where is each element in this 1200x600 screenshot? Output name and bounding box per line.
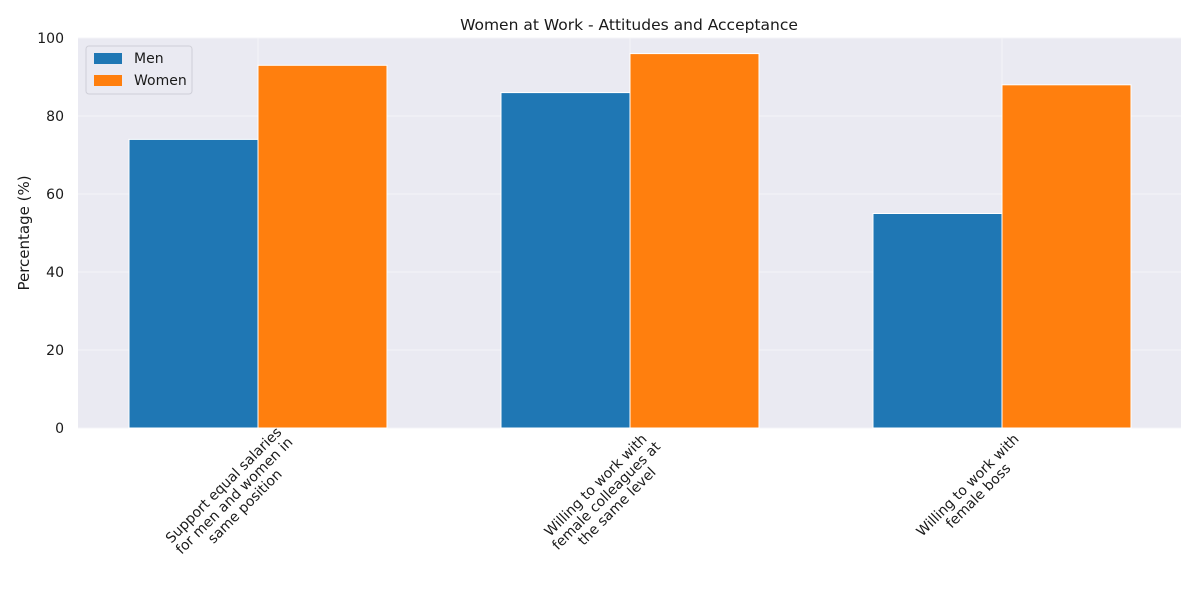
legend-swatch-men (94, 53, 122, 64)
y-tick-label: 100 (37, 31, 64, 47)
bar-men-2 (872, 213, 1003, 429)
y-tick-label: 0 (55, 421, 64, 437)
x-tick-label: Support equal salariesfor men and women … (162, 424, 307, 569)
bar-women-0 (257, 64, 388, 429)
y-axis-ticks: 0 20 40 60 80 100 (37, 31, 64, 437)
legend-swatch-women (94, 75, 122, 86)
legend-label-women: Women (134, 73, 187, 89)
y-axis-label: Percentage (%) (15, 175, 33, 290)
x-tick-label: Willing to work withfemale colleagues at… (539, 428, 675, 564)
bar-men-1 (500, 92, 631, 429)
legend: Men Women (85, 45, 193, 95)
y-tick-label: 80 (46, 109, 64, 125)
x-axis-ticks: Support equal salariesfor men and women … (162, 424, 1033, 569)
bar-women-2 (1001, 84, 1132, 429)
bar-women-1 (629, 53, 760, 429)
y-tick-label: 20 (46, 343, 64, 359)
y-tick-label: 60 (46, 187, 64, 203)
legend-label-men: Men (134, 51, 164, 67)
chart-title: Women at Work - Attitudes and Acceptance (460, 16, 798, 34)
y-tick-label: 40 (46, 265, 64, 281)
svg-text:Support equal salariesfor men: Support equal salariesfor men and women … (162, 424, 307, 569)
svg-text:Willing to work withfemale bos: Willing to work withfemale boss (914, 431, 1033, 550)
svg-text:Willing to work withfemale col: Willing to work withfemale colleagues at… (539, 428, 675, 564)
bars (128, 53, 1132, 429)
x-tick-label: Willing to work withfemale boss (914, 431, 1033, 550)
bar-men-0 (128, 138, 259, 429)
